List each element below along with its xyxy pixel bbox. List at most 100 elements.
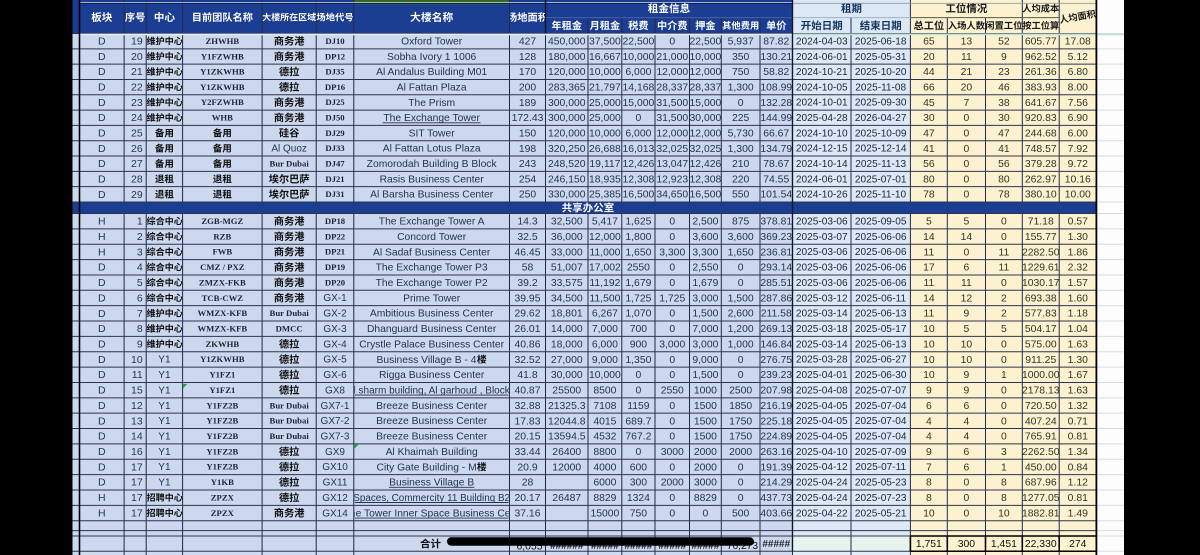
svg-text:5: 5 [137,277,143,289]
svg-text:Y1: Y1 [158,370,171,381]
svg-text:2025-04-22: 2025-04-22 [796,508,848,519]
svg-text:243: 243 [519,159,537,170]
svg-text:l sharm building, Al garhoud ,: l sharm building, Al garhoud , Block [354,385,511,396]
svg-text:0: 0 [669,401,675,412]
svg-text:10: 10 [998,508,1010,519]
svg-text:11: 11 [961,278,972,289]
svg-text:Breeze Business Center: Breeze Business Center [376,401,488,412]
svg-text:7,000: 7,000 [692,324,718,335]
svg-text:2025-09-30: 2025-09-30 [855,98,907,109]
svg-text:5: 5 [964,324,970,335]
svg-text:65: 65 [923,37,935,48]
svg-text:285.51: 285.51 [760,278,792,289]
svg-text:9: 9 [926,447,932,458]
svg-text:8829: 8829 [593,493,616,504]
svg-text:Y1: Y1 [158,462,171,473]
svg-text:687.96: 687.96 [1025,478,1057,489]
svg-text:Ambitious Business Center: Ambitious Business Center [370,309,494,320]
svg-text:6,000: 6,000 [625,67,651,78]
svg-text:1324: 1324 [627,493,650,504]
svg-text:2025-09-05: 2025-09-05 [855,216,907,227]
svg-text:1500: 1500 [694,401,717,412]
svg-text:26400: 26400 [552,447,581,458]
svg-text:56: 56 [998,159,1010,170]
svg-text:12,000: 12,000 [690,67,722,78]
svg-text:D: D [98,323,106,335]
svg-text:0: 0 [669,508,675,519]
svg-text:ZHWHB: ZHWHB [205,36,239,46]
svg-text:Y1FZ1: Y1FZ1 [209,370,235,380]
svg-text:GX-1: GX-1 [323,293,347,304]
svg-text:The Prism: The Prism [408,98,455,109]
svg-text:Bur Dubai: Bur Dubai [270,416,310,426]
svg-text:8: 8 [137,323,143,335]
svg-text:1,751: 1,751 [916,539,942,550]
svg-text:0.81: 0.81 [1068,493,1088,504]
svg-text:748.57: 748.57 [1025,144,1057,155]
svg-text:Y1KB: Y1KB [211,477,234,487]
svg-text:4: 4 [964,416,970,427]
svg-text:GX12: GX12 [322,493,348,504]
svg-text:12: 12 [961,293,973,304]
svg-text:17,002: 17,002 [589,263,621,274]
svg-text:8800: 8800 [593,447,616,458]
svg-text:9,000: 9,000 [692,355,718,366]
svg-text:6: 6 [137,292,143,304]
svg-text:9: 9 [964,309,970,320]
svg-text:5,937: 5,937 [728,37,754,48]
svg-text:0: 0 [1001,232,1007,243]
svg-text:2025-07-04: 2025-07-04 [855,416,907,427]
svg-text:10: 10 [923,355,935,366]
svg-text:14: 14 [923,293,935,304]
svg-text:7,000: 7,000 [592,324,618,335]
svg-text:12,308: 12,308 [623,174,655,185]
svg-text:FWB: FWB [212,247,232,257]
svg-text:80: 80 [923,174,935,185]
svg-text:14,000: 14,000 [551,324,583,335]
svg-text:689.7: 689.7 [625,416,651,427]
svg-text:2025-06-13: 2025-06-13 [855,339,907,350]
svg-text:12,426: 12,426 [690,159,722,170]
svg-text:10.16: 10.16 [1065,174,1091,185]
svg-text:37,500: 37,500 [589,37,621,48]
svg-text:2025-04-01: 2025-04-01 [796,370,848,381]
svg-text:170: 170 [519,67,537,78]
svg-text:0: 0 [738,478,744,489]
svg-text:0.84: 0.84 [1068,462,1088,473]
svg-text:1030.17: 1030.17 [1022,278,1060,289]
svg-text:0: 0 [669,462,675,473]
svg-text:4532: 4532 [593,432,616,443]
svg-text:172.43: 172.43 [512,113,544,124]
svg-text:4: 4 [926,432,932,443]
svg-text:28: 28 [131,173,143,185]
svg-text:962.52: 962.52 [1025,52,1057,63]
svg-text:3: 3 [1001,447,1007,458]
svg-text:0: 0 [1001,217,1007,228]
svg-text:9.72: 9.72 [1068,159,1088,170]
svg-text:900: 900 [630,339,648,350]
svg-text:155.77: 155.77 [1025,232,1057,243]
svg-text:DP12: DP12 [325,51,345,61]
svg-text:2000: 2000 [661,478,684,489]
svg-text:6,000: 6,000 [625,128,651,139]
svg-text:66.67: 66.67 [763,128,789,139]
svg-text:0.71: 0.71 [1068,416,1088,427]
svg-text:8: 8 [926,478,932,489]
svg-text:2025-06-06: 2025-06-06 [855,278,907,289]
svg-text:11: 11 [132,369,143,381]
svg-text:2024-06-01: 2024-06-01 [796,174,848,185]
svg-text:2282.50: 2282.50 [1022,247,1060,258]
svg-text:2.32: 2.32 [1068,263,1088,274]
svg-text:0: 0 [964,113,970,124]
svg-text:700: 700 [630,324,648,335]
svg-text:1,679: 1,679 [625,278,651,289]
svg-text:0: 0 [636,386,642,397]
svg-text:#####: ##### [624,541,652,552]
svg-text:#####: ##### [658,541,686,552]
svg-text:320,250: 320,250 [548,144,586,155]
svg-text:191.39: 191.39 [760,462,792,473]
svg-text:300: 300 [630,478,648,489]
svg-text:9: 9 [964,370,970,381]
svg-text:32.88: 32.88 [514,401,540,412]
svg-text:380.10: 380.10 [1025,190,1057,201]
